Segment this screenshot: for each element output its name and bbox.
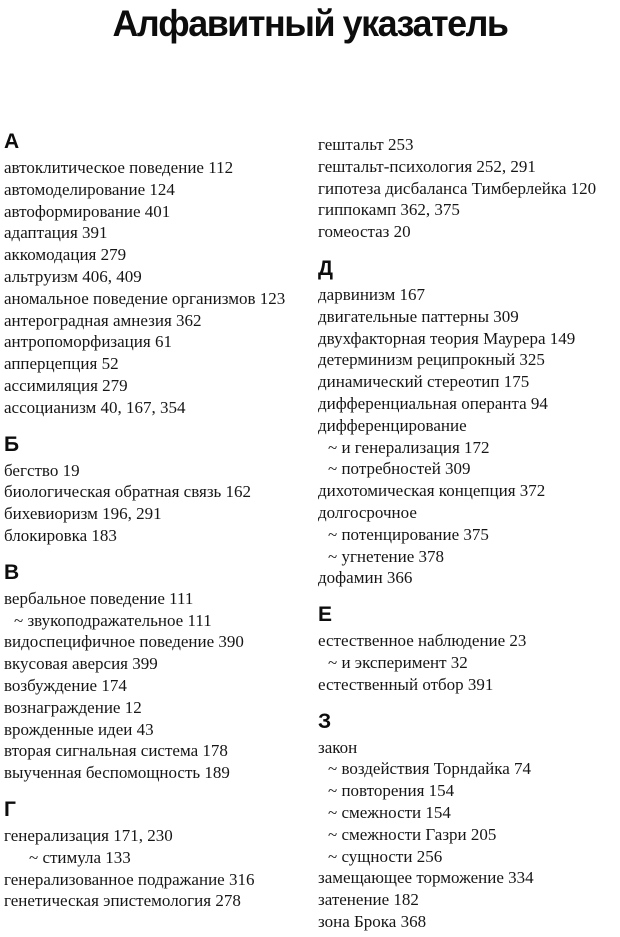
index-entry: гипотеза дисбаланса Тимберлейка 120 xyxy=(318,178,597,198)
section-letter: А xyxy=(4,130,20,153)
index-entry: вербальное поведение 111 xyxy=(4,588,194,608)
index-entry: дихотомическая концепция 372 xyxy=(318,481,546,501)
index-entry: антероградная амнезия 362 xyxy=(4,310,202,330)
index-entry: естественный отбор 391 xyxy=(318,674,494,694)
index-entry: ~ повторения 154 xyxy=(328,781,455,801)
index-entry: ~ угнетение 378 xyxy=(328,546,445,566)
index-entry: аккомодация 279 xyxy=(4,245,127,265)
index-entry: антропоморфизация 61 xyxy=(4,332,172,352)
index-entry: ~ и эксперимент 32 xyxy=(328,652,468,672)
index-entry: вторая сигнальная система 178 xyxy=(4,741,228,761)
index-entry: ~ стимула 133 xyxy=(29,847,131,867)
index-entry: ~ смежности Газри 205 xyxy=(328,824,497,844)
index-entry: двухфакторная теория Маурера 149 xyxy=(318,328,576,348)
index-entry: ~ потребностей 309 xyxy=(328,459,471,479)
index-entry: вознаграждение 12 xyxy=(4,697,142,717)
index-entry: зона Брока 368 xyxy=(318,911,427,931)
index-entry: дарвинизм 167 xyxy=(318,284,425,304)
index-entry: адаптация 391 xyxy=(4,223,108,243)
index-entry: детерминизм реципрокный 325 xyxy=(318,350,545,370)
index-entry: долгосрочное xyxy=(318,502,417,522)
index-entry: выученная беспомощность 189 xyxy=(4,763,230,783)
index-entry: ~ и генерализация 172 xyxy=(328,437,490,457)
index-entry: ~ сущности 256 xyxy=(328,846,443,866)
section-letter: З xyxy=(318,709,332,733)
index-entry: дифференциальная операнта 94 xyxy=(318,393,548,413)
index-entry: блокировка 183 xyxy=(4,525,117,545)
index-entry: затенение 182 xyxy=(318,890,419,910)
section-letter: В xyxy=(4,560,20,584)
index-entry: ~ звукоподражательное 111 xyxy=(14,610,212,630)
index-entry: биологическая обратная связь 162 xyxy=(4,482,252,502)
section-letter: Г xyxy=(4,797,16,821)
index-entry: закон xyxy=(318,737,358,757)
index-entry: вкусовая аверсия 399 xyxy=(4,654,158,674)
index-entry: апперцепция 52 xyxy=(4,354,119,374)
index-entry: генерализованное подражание 316 xyxy=(4,869,255,889)
index-entry: бегство 19 xyxy=(4,460,80,480)
index-entry: автоформирование 401 xyxy=(4,201,171,221)
index-entry: гомеостаз 20 xyxy=(318,222,411,242)
index-entry: естественное наблюдение 23 xyxy=(318,631,527,651)
section-letter: Е xyxy=(318,603,333,627)
index-entry: аномальное поведение организмов 123 xyxy=(4,288,286,308)
index-entry: гештальт-психология 252, 291 xyxy=(318,156,536,176)
index-entry: бихевиоризм 196, 291 xyxy=(4,504,162,524)
index-entry: альтруизм 406, 409 xyxy=(4,266,142,286)
page-title: Алфавитный указатель xyxy=(112,3,509,44)
index-entry: дофамин 366 xyxy=(318,568,413,588)
index-entry: автомоделирование 124 xyxy=(4,179,175,199)
index-entry: видоспецифичное поведение 390 xyxy=(4,632,244,652)
index-entry: ~ смежности 154 xyxy=(328,802,451,822)
index-entry: генетическая эпистемология 278 xyxy=(4,891,241,911)
index-entry: динамический стереотип 175 xyxy=(318,372,530,392)
index-entry: ассимиляция 279 xyxy=(4,375,128,395)
index-entry: двигательные паттерны 309 xyxy=(318,306,519,326)
section-letter: Б xyxy=(4,432,20,456)
index-entry: замещающее торможение 334 xyxy=(318,868,534,888)
index-entry: возбуждение 174 xyxy=(4,675,127,695)
index-entry: дифференцирование xyxy=(318,415,467,435)
index-column-right: гештальт 253 гештальт-психология 252, 291… xyxy=(318,131,618,933)
index-entry: ассоцианизм 40, 167, 354 xyxy=(4,397,186,417)
index-entry: врожденные идеи 43 xyxy=(4,719,154,739)
index-entry: гештальт 253 xyxy=(318,135,414,154)
section-letter: Д xyxy=(318,256,333,280)
index-entry: ~ потенцирование 375 xyxy=(328,524,489,544)
index-entry: гиппокамп 362, 375 xyxy=(318,200,460,220)
index-section-continued: гештальт 253 гештальт-психология 252, 291… xyxy=(318,131,618,243)
index-entry: автоклитическое поведение 112 xyxy=(4,158,234,177)
index-entry: ~ воздействия Торндайка 74 xyxy=(328,759,532,779)
index-entry: генерализация 171, 230 xyxy=(4,825,173,845)
